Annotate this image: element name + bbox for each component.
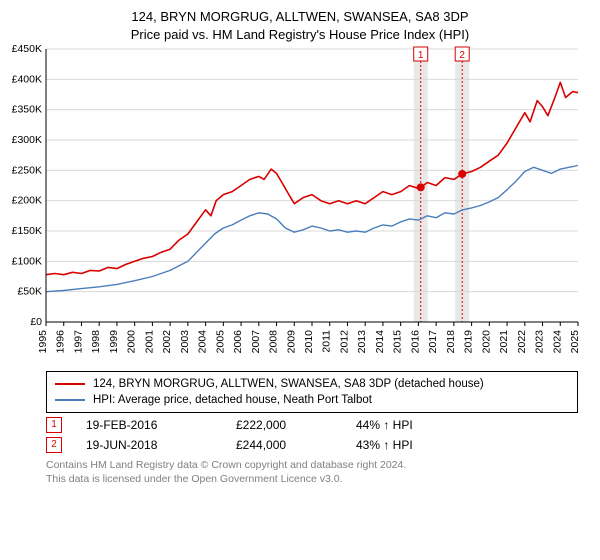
svg-text:2010: 2010 bbox=[303, 330, 315, 354]
svg-text:1999: 1999 bbox=[108, 330, 120, 354]
svg-text:2018: 2018 bbox=[445, 330, 457, 354]
svg-text:£400K: £400K bbox=[12, 73, 42, 85]
sale-pct: 44% ↑ HPI bbox=[356, 418, 476, 432]
svg-text:£350K: £350K bbox=[12, 104, 42, 116]
chart-title-line2: Price paid vs. HM Land Registry's House … bbox=[0, 26, 600, 44]
svg-text:2021: 2021 bbox=[498, 330, 510, 354]
sale-price: £222,000 bbox=[236, 418, 356, 432]
svg-text:£250K: £250K bbox=[12, 164, 42, 176]
svg-text:2008: 2008 bbox=[268, 330, 280, 354]
svg-text:2013: 2013 bbox=[356, 330, 368, 354]
svg-text:1: 1 bbox=[418, 50, 424, 61]
svg-text:2012: 2012 bbox=[338, 330, 350, 354]
svg-text:£300K: £300K bbox=[12, 134, 42, 146]
footer-line: Contains HM Land Registry data © Crown c… bbox=[46, 459, 578, 473]
svg-text:2011: 2011 bbox=[321, 330, 333, 353]
chart-title-line1: 124, BRYN MORGRUG, ALLTWEN, SWANSEA, SA8… bbox=[0, 8, 600, 26]
svg-text:2022: 2022 bbox=[516, 330, 528, 354]
footer-attribution: Contains HM Land Registry data © Crown c… bbox=[46, 459, 578, 486]
svg-text:2017: 2017 bbox=[427, 330, 439, 354]
sale-marker-box: 1 bbox=[46, 417, 62, 433]
legend-label: HPI: Average price, detached house, Neat… bbox=[93, 394, 372, 406]
svg-text:2001: 2001 bbox=[143, 330, 155, 354]
svg-text:2000: 2000 bbox=[126, 330, 138, 354]
legend-swatch bbox=[55, 383, 85, 385]
sale-marker-box: 2 bbox=[46, 437, 62, 453]
chart-page: 124, BRYN MORGRUG, ALLTWEN, SWANSEA, SA8… bbox=[0, 0, 600, 560]
svg-text:2015: 2015 bbox=[392, 330, 404, 354]
legend-box: 124, BRYN MORGRUG, ALLTWEN, SWANSEA, SA8… bbox=[46, 371, 578, 413]
legend-item: 124, BRYN MORGRUG, ALLTWEN, SWANSEA, SA8… bbox=[55, 376, 569, 392]
svg-text:2016: 2016 bbox=[409, 330, 421, 354]
sale-row: 1 19-FEB-2016 £222,000 44% ↑ HPI bbox=[46, 417, 600, 433]
legend-swatch bbox=[55, 399, 85, 401]
chart-svg: £0 £50K £100K £150K £200K £250K £300K £350K £400… bbox=[0, 45, 600, 360]
svg-text:2014: 2014 bbox=[374, 330, 386, 354]
svg-text:£50K: £50K bbox=[17, 286, 42, 298]
sale-date: 19-JUN-2018 bbox=[86, 438, 236, 452]
svg-text:2025: 2025 bbox=[569, 330, 581, 354]
svg-text:£150K: £150K bbox=[12, 225, 42, 237]
svg-text:2002: 2002 bbox=[161, 330, 173, 354]
svg-text:1995: 1995 bbox=[37, 330, 49, 354]
svg-text:2005: 2005 bbox=[214, 330, 226, 354]
sale-pct: 43% ↑ HPI bbox=[356, 438, 476, 452]
sale-row: 2 19-JUN-2018 £244,000 43% ↑ HPI bbox=[46, 437, 600, 453]
svg-text:£200K: £200K bbox=[12, 195, 42, 207]
svg-text:2023: 2023 bbox=[534, 330, 546, 354]
svg-text:1996: 1996 bbox=[55, 330, 67, 354]
legend-item: HPI: Average price, detached house, Neat… bbox=[55, 392, 569, 408]
sale-price: £244,000 bbox=[236, 438, 356, 452]
svg-text:£450K: £450K bbox=[12, 45, 42, 55]
svg-text:2003: 2003 bbox=[179, 330, 191, 354]
svg-text:2009: 2009 bbox=[285, 330, 297, 354]
svg-text:1997: 1997 bbox=[72, 330, 84, 354]
legend-label: 124, BRYN MORGRUG, ALLTWEN, SWANSEA, SA8… bbox=[93, 378, 484, 390]
svg-text:2004: 2004 bbox=[197, 330, 209, 354]
svg-text:2019: 2019 bbox=[463, 330, 475, 354]
svg-text:2006: 2006 bbox=[232, 330, 244, 354]
svg-text:£100K: £100K bbox=[12, 255, 42, 267]
sale-date: 19-FEB-2016 bbox=[86, 418, 236, 432]
svg-text:2020: 2020 bbox=[480, 330, 492, 354]
svg-text:£0: £0 bbox=[30, 316, 42, 328]
svg-text:2: 2 bbox=[459, 50, 465, 61]
svg-text:2024: 2024 bbox=[551, 330, 563, 354]
svg-text:2007: 2007 bbox=[250, 330, 262, 354]
line-chart: £0 £50K £100K £150K £200K £250K £300K £350K £400… bbox=[0, 45, 600, 365]
svg-text:1998: 1998 bbox=[90, 330, 102, 354]
footer-line: This data is licensed under the Open Gov… bbox=[46, 473, 578, 487]
